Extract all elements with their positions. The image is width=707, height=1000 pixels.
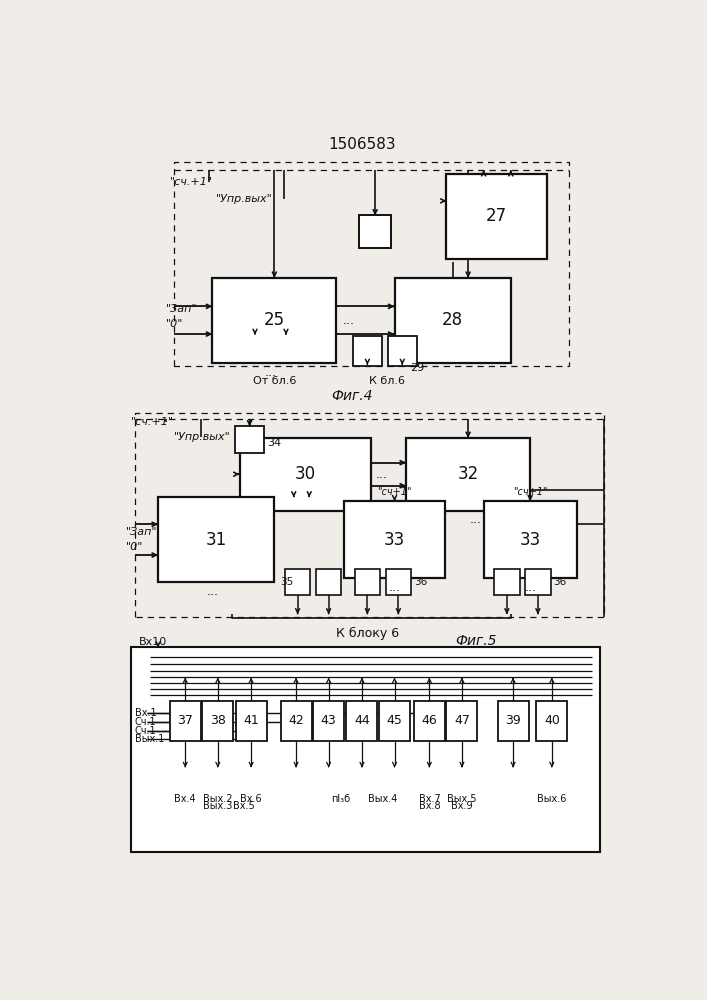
Text: 41: 41 [243, 714, 259, 727]
Text: 42: 42 [288, 714, 304, 727]
Bar [235, 701, 267, 741]
Text: "0": "0" [126, 542, 143, 552]
Bar [525, 569, 551, 595]
Text: пl₃б: пl₃б [331, 794, 350, 804]
Text: ...: ... [470, 513, 482, 526]
Bar [285, 569, 310, 595]
Bar [353, 336, 382, 366]
Bar [344, 501, 445, 578]
Text: 31: 31 [206, 531, 227, 549]
Text: 38: 38 [210, 714, 226, 727]
Text: 40: 40 [544, 714, 560, 727]
Text: 1506583: 1506583 [328, 137, 396, 152]
Bar [494, 569, 520, 595]
Text: 46: 46 [421, 714, 437, 727]
Text: 36: 36 [414, 577, 427, 587]
Text: 45: 45 [387, 714, 402, 727]
Bar [355, 569, 380, 595]
Bar [387, 336, 417, 366]
Text: 30: 30 [295, 465, 316, 483]
Bar [385, 569, 411, 595]
Text: 43: 43 [321, 714, 337, 727]
Text: ...: ... [264, 366, 276, 379]
Text: Вх.1: Вх.1 [135, 708, 156, 718]
Text: "0": "0" [166, 319, 183, 329]
Text: Вых.5: Вых.5 [447, 794, 477, 804]
Bar [240, 438, 371, 511]
Bar [498, 701, 529, 741]
Bar [446, 701, 477, 741]
Text: ...: ... [524, 581, 536, 594]
Text: Фиг.5: Фиг.5 [455, 634, 496, 648]
Text: "Зап": "Зап" [166, 304, 197, 314]
Text: 39: 39 [506, 714, 521, 727]
Text: Фиг.4: Фиг.4 [331, 389, 373, 403]
Text: Вх.8: Вх.8 [419, 801, 440, 811]
Text: ...: ... [343, 314, 355, 327]
Text: 47: 47 [454, 714, 470, 727]
Text: "сч.+1": "сч.+1" [131, 417, 174, 427]
Text: "Упр.вых": "Упр.вых" [174, 432, 230, 442]
Text: Вх.4: Вх.4 [175, 794, 196, 804]
Text: Вых.2: Вых.2 [203, 794, 233, 804]
Text: 32: 32 [457, 465, 479, 483]
Bar [212, 278, 337, 363]
Text: 27: 27 [486, 207, 508, 225]
Text: Вх.5: Вх.5 [233, 801, 255, 811]
Text: "Зап": "Зап" [126, 527, 157, 537]
Text: Вх10: Вх10 [139, 637, 167, 647]
Text: "сч+1": "сч+1" [378, 487, 411, 497]
Text: Вх.7: Вх.7 [419, 794, 440, 804]
Text: 28: 28 [442, 311, 463, 329]
Text: Вых.1: Вых.1 [135, 734, 164, 744]
Bar [131, 647, 600, 852]
Text: 25: 25 [264, 311, 285, 329]
Text: ...: ... [389, 581, 400, 594]
Text: 29: 29 [410, 363, 424, 373]
Bar [316, 569, 341, 595]
Bar [346, 701, 378, 741]
Bar [170, 701, 201, 741]
Text: "сч+1": "сч+1" [513, 487, 547, 497]
Text: 44: 44 [354, 714, 370, 727]
Bar [235, 426, 264, 453]
Text: К блоку 6: К блоку 6 [336, 627, 399, 640]
Text: Вых.6: Вых.6 [537, 794, 566, 804]
Bar [537, 701, 567, 741]
Bar [281, 701, 312, 741]
Bar [395, 278, 510, 363]
Text: "сч.+1": "сч.+1" [170, 177, 213, 187]
Text: 34: 34 [267, 438, 281, 448]
Text: 36: 36 [554, 577, 566, 587]
Bar [406, 438, 530, 511]
Text: От бл.6: От бл.6 [252, 376, 296, 386]
Text: ...: ... [206, 585, 218, 598]
Bar [379, 701, 410, 741]
Bar [158, 497, 274, 582]
Bar [484, 501, 577, 578]
Bar [414, 701, 445, 741]
Text: Вых.4: Вых.4 [368, 794, 397, 804]
Text: 33: 33 [384, 531, 405, 549]
Text: 33: 33 [520, 531, 541, 549]
Text: Сч.1: Сч.1 [135, 726, 156, 736]
Bar [202, 701, 233, 741]
Bar [446, 174, 547, 259]
Bar [313, 701, 344, 741]
Text: "Упр.вых": "Упр.вых" [216, 194, 273, 204]
Text: К бл.6: К бл.6 [369, 376, 404, 386]
Text: Сч.1: Сч.1 [135, 717, 156, 727]
Bar [359, 215, 392, 248]
Text: Вх.9: Вх.9 [451, 801, 473, 811]
Text: Вых.3: Вых.3 [203, 801, 233, 811]
Text: 35: 35 [281, 577, 293, 587]
Text: ...: ... [375, 468, 387, 481]
Text: 37: 37 [177, 714, 193, 727]
Text: Вх.6: Вх.6 [240, 794, 262, 804]
